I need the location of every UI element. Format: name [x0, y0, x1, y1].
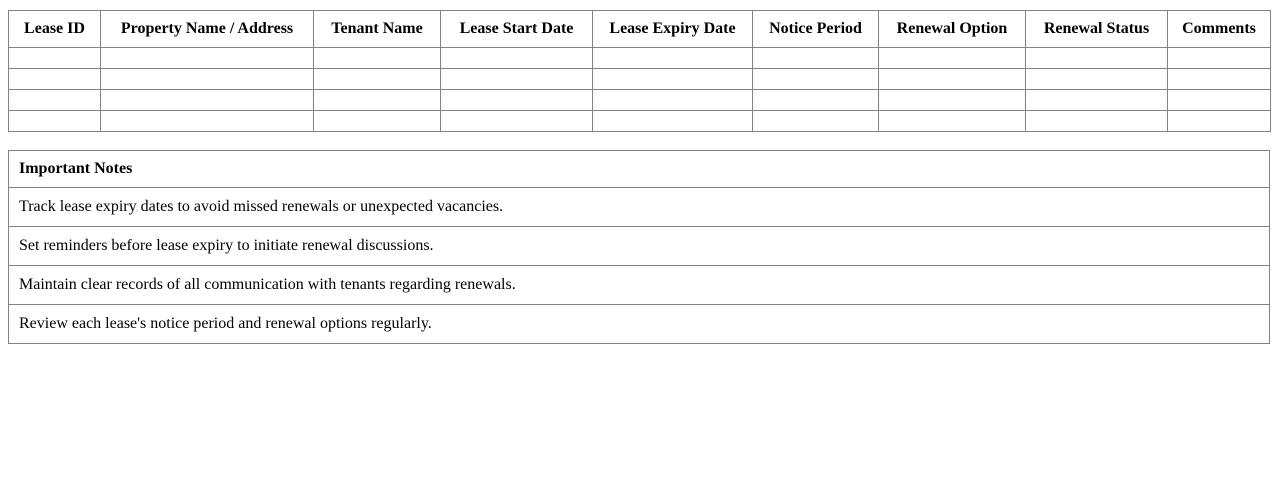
empty-row [8, 89, 1271, 111]
column-header-property-name: Property Name / Address [100, 10, 314, 48]
empty-cell [440, 89, 593, 111]
empty-cell [1167, 47, 1271, 69]
note-row: Maintain clear records of all communicat… [8, 265, 1270, 305]
note-item: Set reminders before lease expiry to ini… [8, 226, 1270, 266]
empty-cell [100, 89, 314, 111]
note-item: Review each lease's notice period and re… [8, 304, 1270, 344]
empty-cell [313, 47, 441, 69]
column-header-notice-period: Notice Period [752, 10, 879, 48]
notes-title-row: Important Notes [8, 150, 1270, 188]
empty-cell [592, 89, 753, 111]
empty-cell [100, 68, 314, 90]
empty-cell [1167, 68, 1271, 90]
empty-cell [8, 89, 101, 111]
column-header-renewal-status: Renewal Status [1025, 10, 1168, 48]
empty-cell [878, 89, 1026, 111]
empty-row [8, 47, 1271, 69]
empty-cell [100, 110, 314, 132]
column-header-renewal-option: Renewal Option [878, 10, 1026, 48]
note-item: Maintain clear records of all communicat… [8, 265, 1270, 305]
empty-cell [440, 47, 593, 69]
empty-cell [313, 68, 441, 90]
empty-cell [1025, 47, 1168, 69]
notes-title: Important Notes [8, 150, 1270, 188]
empty-cell [313, 89, 441, 111]
column-header-expiry-date: Lease Expiry Date [592, 10, 753, 48]
empty-cell [752, 110, 879, 132]
empty-cell [8, 47, 101, 69]
empty-cell [752, 68, 879, 90]
empty-row [8, 110, 1271, 132]
empty-cell [440, 68, 593, 90]
empty-cell [752, 47, 879, 69]
empty-cell [1025, 110, 1168, 132]
empty-cell [878, 47, 1026, 69]
empty-cell [878, 68, 1026, 90]
note-row: Track lease expiry dates to avoid missed… [8, 187, 1270, 227]
empty-cell [592, 110, 753, 132]
empty-cell [8, 68, 101, 90]
header-row: Lease ID Property Name / Address Tenant … [8, 10, 1271, 48]
lease-tracker-table: Lease ID Property Name / Address Tenant … [8, 10, 1271, 132]
column-header-tenant-name: Tenant Name [313, 10, 441, 48]
page: Lease ID Property Name / Address Tenant … [8, 10, 1271, 344]
empty-cell [1167, 89, 1271, 111]
empty-cell [1167, 110, 1271, 132]
note-item: Track lease expiry dates to avoid missed… [8, 187, 1270, 227]
column-header-lease-id: Lease ID [8, 10, 101, 48]
empty-cell [440, 110, 593, 132]
empty-cell [1025, 89, 1168, 111]
empty-cell [100, 47, 314, 69]
note-row: Review each lease's notice period and re… [8, 304, 1270, 344]
empty-cell [752, 89, 879, 111]
empty-cell [313, 110, 441, 132]
empty-cell [592, 47, 753, 69]
empty-cell [878, 110, 1026, 132]
column-header-comments: Comments [1167, 10, 1271, 48]
note-row: Set reminders before lease expiry to ini… [8, 226, 1270, 266]
column-header-start-date: Lease Start Date [440, 10, 593, 48]
empty-row [8, 68, 1271, 90]
important-notes-table: Important Notes Track lease expiry dates… [8, 150, 1270, 344]
empty-cell [8, 110, 101, 132]
empty-cell [1025, 68, 1168, 90]
empty-cell [592, 68, 753, 90]
